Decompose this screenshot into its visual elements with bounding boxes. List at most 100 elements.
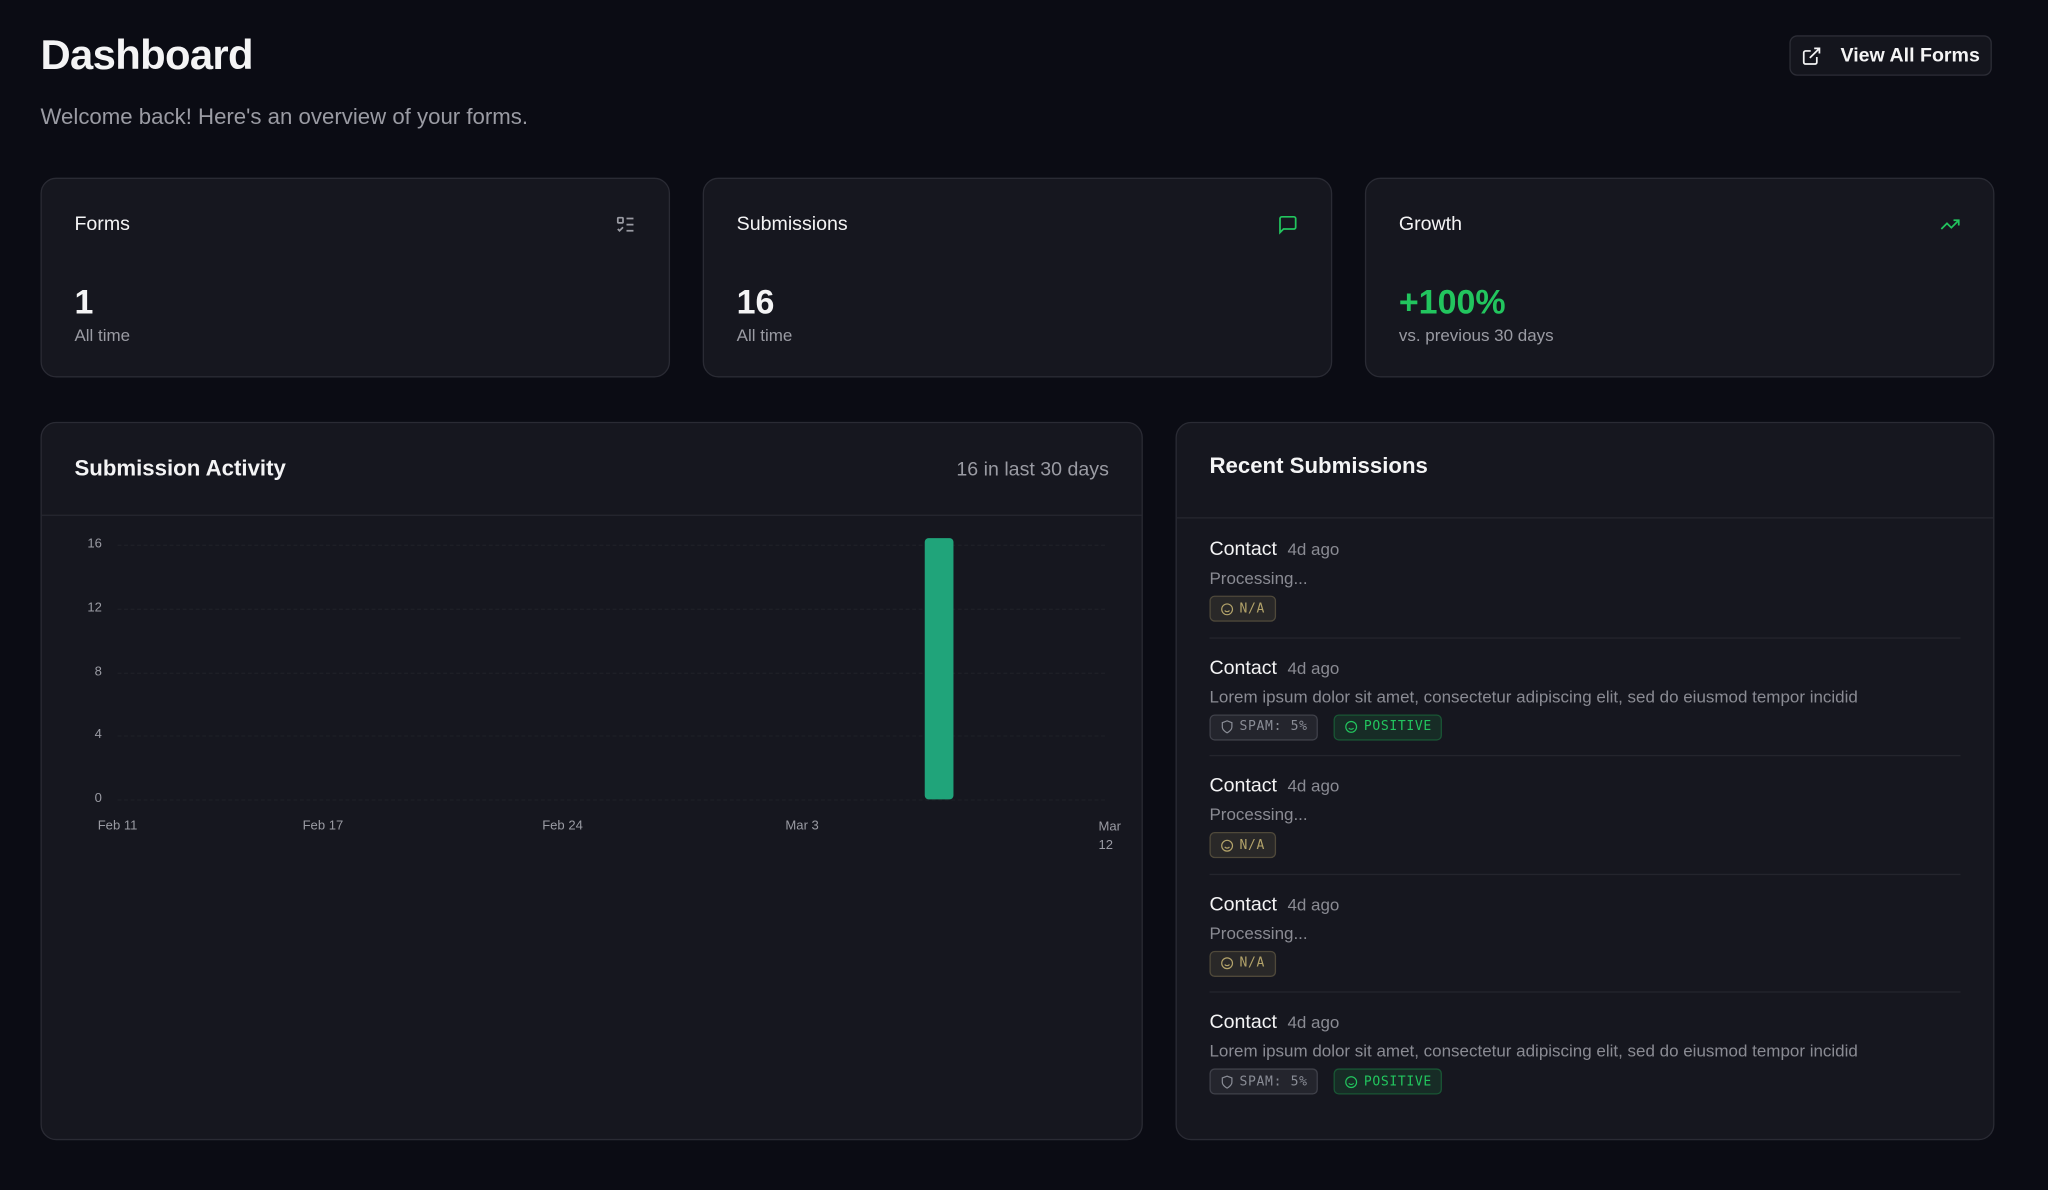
- recent-card: Recent Submissions Contact 4d ago Processi…: [1175, 421, 1995, 1141]
- item-text: Lorem ipsum dolor sit amet, consectetur …: [1209, 686, 1858, 706]
- item-header: Contact 4d ago: [1209, 1011, 1960, 1035]
- badge-label: SPAM: 5%: [1239, 1074, 1308, 1089]
- trend-icon: [1940, 219, 1960, 230]
- stat-label: Submissions: [736, 212, 848, 236]
- divider: [1176, 517, 1994, 519]
- divider: [41, 514, 1142, 516]
- item-text: Lorem ipsum dolor sit amet, consectetur …: [1209, 1040, 1858, 1061]
- submission-item: Contact 4d ago Processing... N/A: [1209, 893, 1960, 1011]
- separator: [1209, 754, 1961, 757]
- stat-label: Growth: [1398, 212, 1463, 236]
- submission-item: Contact 4d ago Lorem ipsum dolor sit amet,…: [1209, 1011, 1960, 1129]
- x-tick-label: Mar 12: [1098, 820, 1121, 853]
- badge-label: N/A: [1239, 956, 1266, 971]
- stat-value: 16: [736, 282, 775, 322]
- badge-label: POSITIVE: [1363, 719, 1432, 735]
- separator: [1209, 873, 1961, 875]
- item-text: Processing...: [1209, 804, 1308, 825]
- time-ago: 4d ago: [1287, 775, 1340, 796]
- separator: [1209, 636, 1961, 639]
- badge-label: SPAM: 5%: [1239, 719, 1308, 735]
- item-text: Processing...: [1209, 922, 1308, 943]
- x-tick-label: Mar 3: [785, 818, 819, 834]
- x-tick-label: Feb 17: [302, 818, 344, 834]
- grid-line: [118, 608, 1105, 609]
- x-tick-label: Feb 11: [97, 818, 138, 834]
- badges: SPAM: 5% POSITIVE: [1209, 1068, 1960, 1095]
- badge-icon: [1220, 956, 1234, 970]
- badge: N/A: [1209, 950, 1276, 977]
- badge: POSITIVE: [1333, 1068, 1443, 1095]
- bar-chart: 0 4 8 12 16 Feb 11 Feb 17 Feb 24 Mar 3 Mar 12: [42, 423, 1142, 1139]
- stat-card: Forms 1 All time: [40, 177, 671, 378]
- form-name: Contact: [1209, 892, 1277, 915]
- badge: SPAM: 5%: [1209, 713, 1319, 740]
- badge-label: POSITIVE: [1363, 1074, 1432, 1089]
- stat-card: Growth +100% vs. previous 30 days: [1364, 177, 1995, 378]
- badge-icon: [1220, 720, 1234, 734]
- stat-label: Forms: [74, 212, 130, 236]
- item-header: Contact 4d ago: [1209, 656, 1960, 680]
- form-name: Contact: [1209, 1010, 1277, 1034]
- time-ago: 4d ago: [1287, 1012, 1340, 1032]
- badge: POSITIVE: [1333, 713, 1443, 740]
- activity-summary: 16 in last 30 days: [956, 458, 1109, 481]
- y-tick-label: 12: [87, 600, 102, 615]
- submission-item: Contact 4d ago Lorem ipsum dolor sit amet,…: [1209, 656, 1960, 774]
- badge-icon: [1220, 838, 1234, 852]
- submission-item: Contact 4d ago Processing... N/A: [1209, 538, 1960, 656]
- submission-list: Contact 4d ago Processing... N/A Contact 4d a…: [1177, 423, 1993, 1139]
- external-icon: [1803, 46, 1821, 65]
- badge-label: N/A: [1239, 601, 1266, 616]
- stat-note: All time: [736, 325, 793, 345]
- badge-icon: [1344, 1074, 1358, 1088]
- grid-line: [118, 736, 1105, 737]
- x-tick-label: Feb 24: [542, 818, 583, 834]
- separator: [1209, 991, 1961, 993]
- grid-line: [118, 545, 1105, 546]
- submission-item: Contact 4d ago Processing... N/A: [1209, 775, 1960, 893]
- bar: [924, 538, 954, 800]
- badge-icon: [1220, 601, 1234, 615]
- form-name: Contact: [1209, 656, 1277, 679]
- time-ago: 4d ago: [1287, 539, 1340, 560]
- badge: SPAM: 5%: [1209, 1068, 1319, 1095]
- badge: N/A: [1209, 831, 1276, 859]
- badge-icon: [1344, 720, 1358, 734]
- message-icon: [1279, 215, 1297, 235]
- list-icon: [616, 216, 634, 232]
- grid-line: [118, 672, 1105, 673]
- card-title: Submission Activity: [74, 455, 286, 481]
- time-ago: 4d ago: [1287, 657, 1340, 678]
- badge: N/A: [1209, 595, 1276, 622]
- card-title: Recent Submissions: [1209, 453, 1428, 479]
- badge-icon: [1220, 1074, 1234, 1089]
- item-header: Contact 4d ago: [1209, 775, 1960, 799]
- badges: SPAM: 5% POSITIVE: [1209, 713, 1960, 740]
- form-name: Contact: [1209, 538, 1277, 561]
- stat-value: 1: [74, 282, 94, 322]
- page-title: Dashboard: [40, 31, 253, 79]
- grid-line: [118, 799, 1105, 800]
- badges: N/A: [1209, 595, 1960, 622]
- y-tick-label: 8: [94, 664, 102, 679]
- stat-card: Submissions 16 All time: [702, 177, 1333, 378]
- subtitle: Welcome back! Here's an overview of your…: [40, 104, 529, 130]
- item-header: Contact 4d ago: [1209, 893, 1960, 917]
- item-text: Processing...: [1209, 568, 1308, 588]
- stat-note: vs. previous 30 days: [1398, 325, 1554, 345]
- stat-note: All time: [74, 325, 131, 345]
- badges: N/A: [1209, 950, 1960, 977]
- view-all-forms-button[interactable]: View All Forms: [1789, 35, 1992, 76]
- activity-card: Submission Activity 16 in last 30 days 0…: [40, 421, 1143, 1141]
- time-ago: 4d ago: [1287, 894, 1340, 914]
- button-label: View All Forms: [1840, 44, 1980, 67]
- badge-label: N/A: [1239, 837, 1266, 853]
- y-tick-label: 16: [87, 536, 102, 552]
- stat-value: +100%: [1398, 282, 1506, 322]
- y-tick-label: 4: [94, 727, 102, 743]
- item-header: Contact 4d ago: [1209, 538, 1960, 562]
- badges: N/A: [1209, 831, 1960, 859]
- form-name: Contact: [1209, 774, 1277, 797]
